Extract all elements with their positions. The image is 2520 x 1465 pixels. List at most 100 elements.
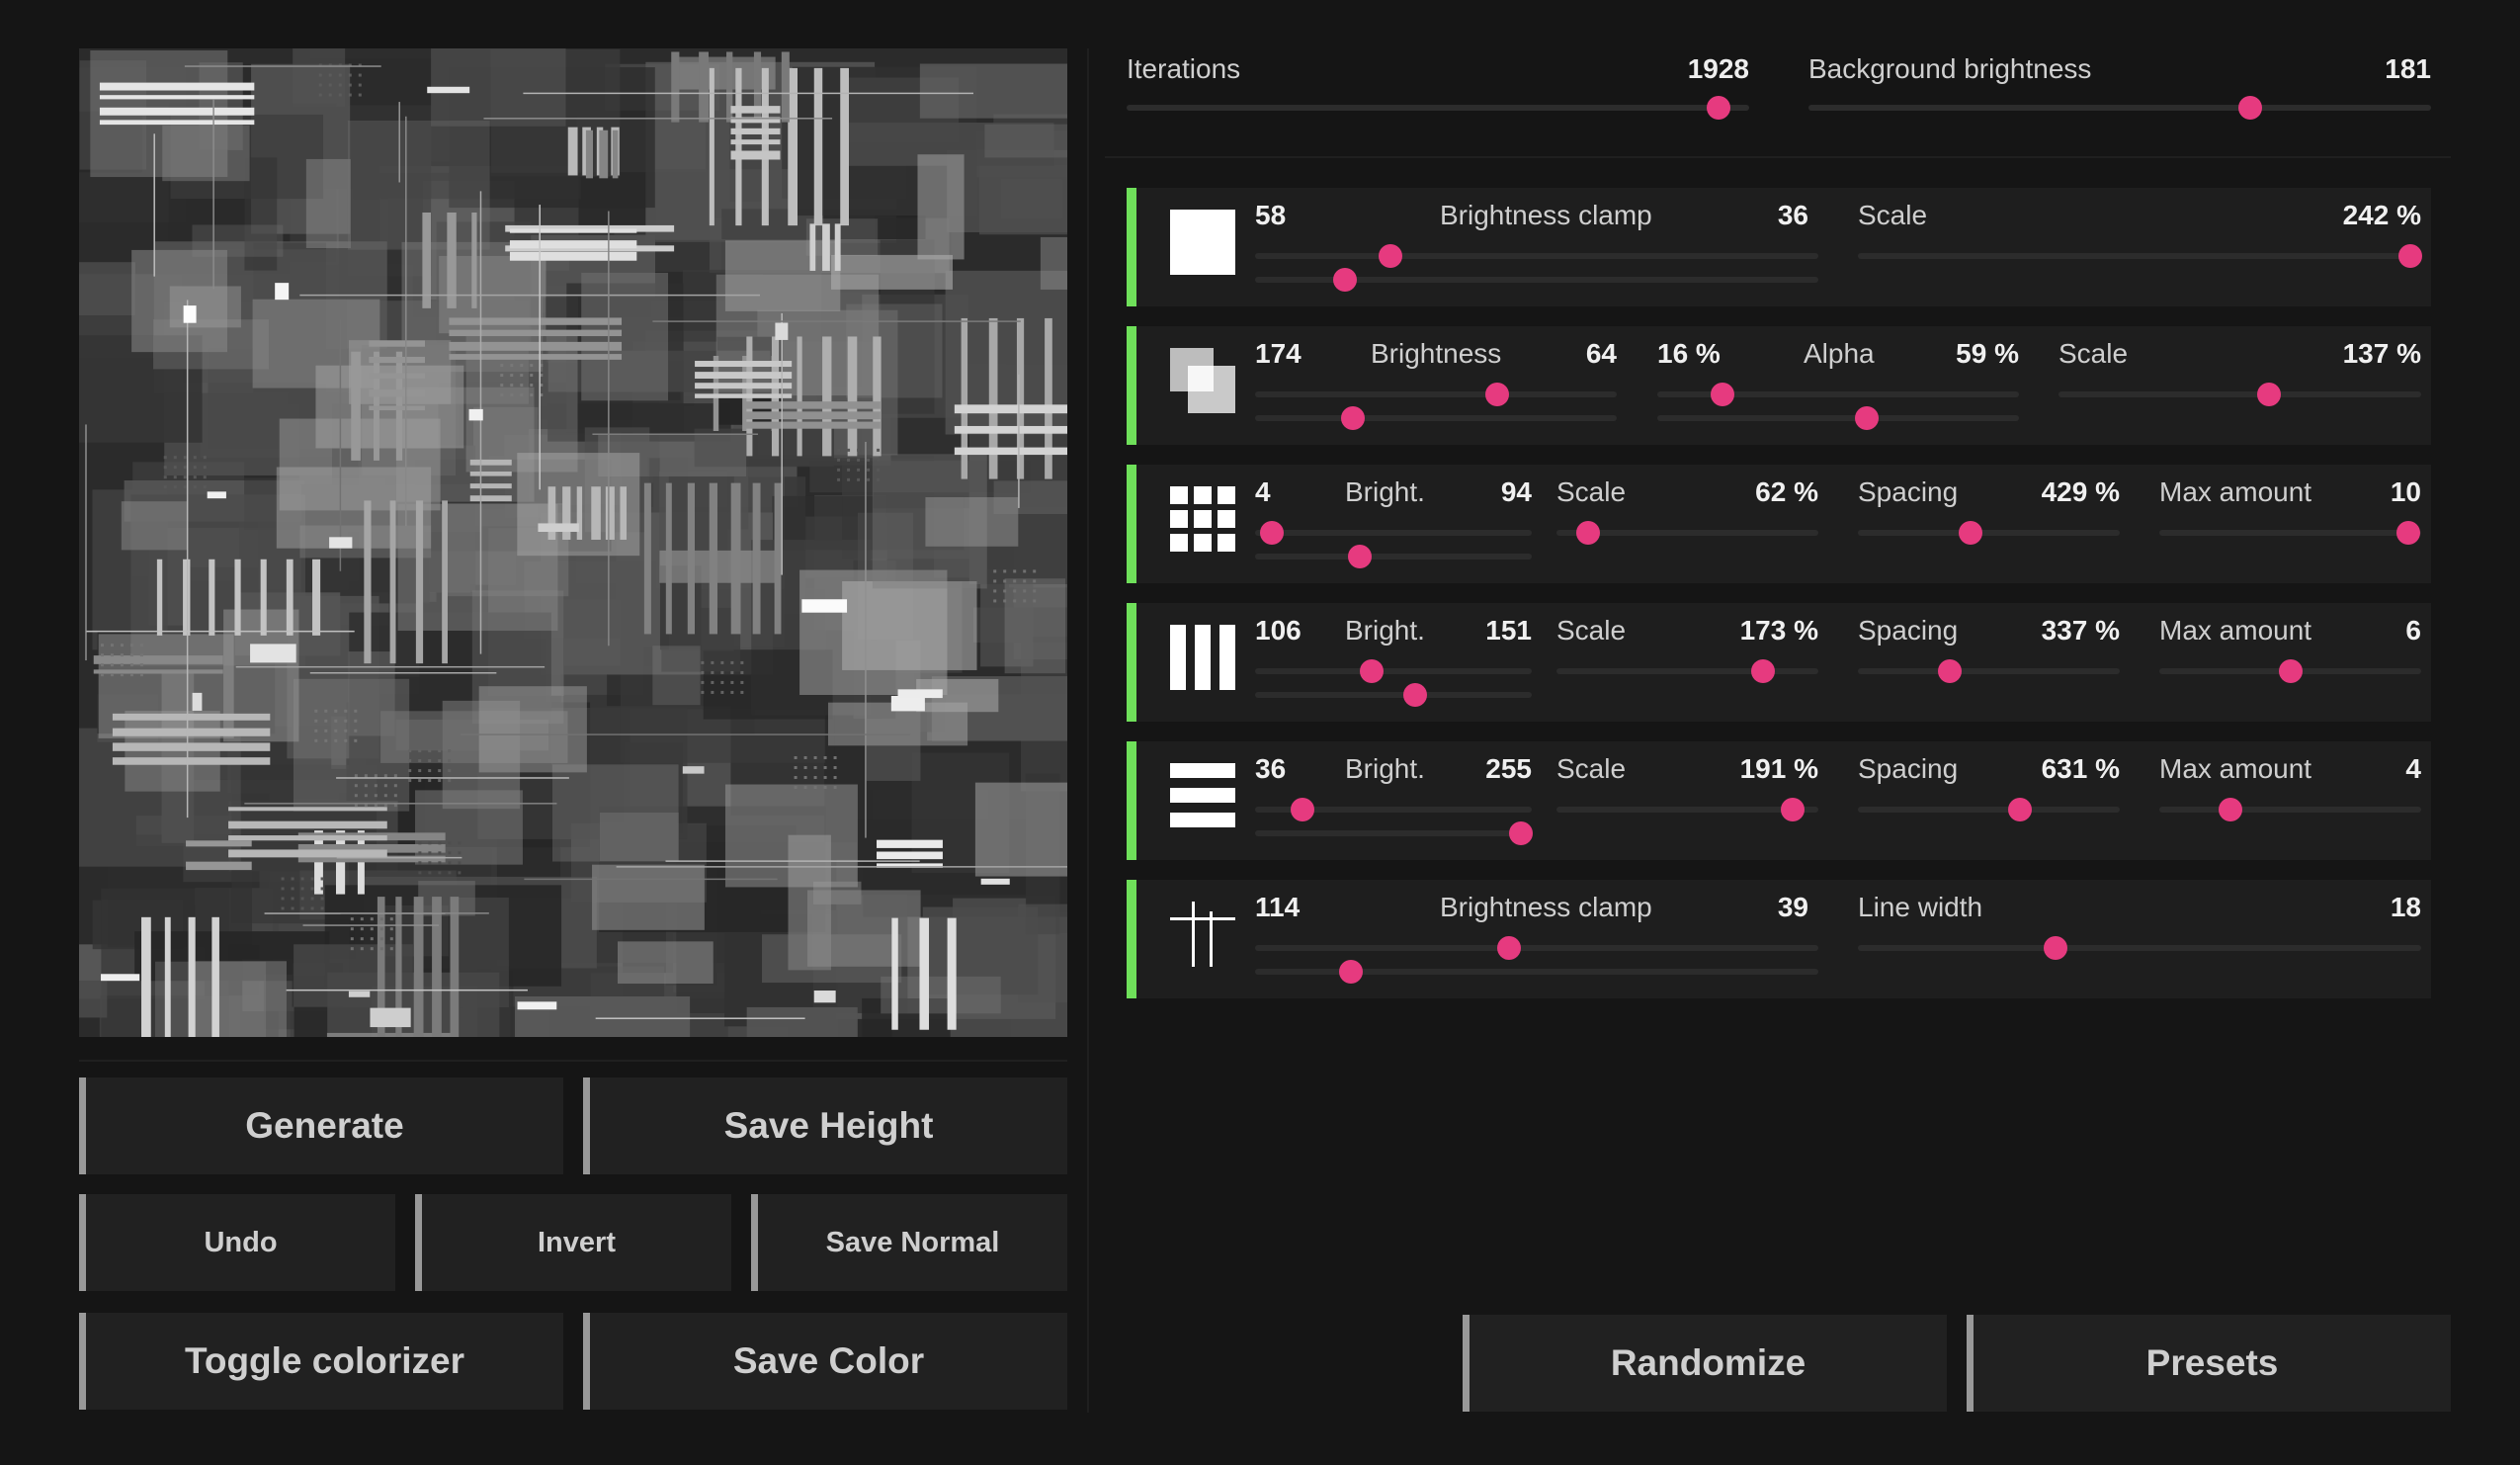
invert-button[interactable]: Invert: [415, 1194, 731, 1291]
layer-row-dot-grid: 4 Bright. 94 Scale 62 % Spacing 429 % Ma…: [1127, 465, 2431, 583]
horizontal-bars-scale-value: 191 %: [1739, 753, 1818, 784]
transparent-count-slider[interactable]: [1255, 406, 1617, 430]
dot-grid-count-slider-knob[interactable]: [1348, 545, 1373, 568]
dot-grid-brightness-label: Bright.: [1345, 476, 1425, 507]
dot-grid-scale-slider[interactable]: [1556, 521, 1818, 545]
transparent-brightness-slider-knob[interactable]: [1485, 383, 1510, 406]
horizontal-bars-scale-slider-knob[interactable]: [1780, 798, 1805, 821]
transparent-alpha-min-slider[interactable]: [1657, 383, 2019, 406]
dot-grid-count-slider[interactable]: [1255, 545, 1532, 568]
dot-grid-brightness-slider[interactable]: [1255, 521, 1532, 545]
lines-count-slider[interactable]: [1255, 960, 1818, 984]
lines-line-width-slider-knob[interactable]: [2043, 936, 2067, 960]
vertical-bars-max-amount-slider-knob[interactable]: [2278, 659, 2303, 683]
transparent-brightness-value: 64: [1585, 338, 1617, 369]
rectangles-brightness-slider-knob[interactable]: [1378, 244, 1402, 268]
transparent-alpha-slider-knob[interactable]: [1855, 406, 1880, 430]
background-brightness-slider[interactable]: [1808, 96, 2431, 120]
toggle-colorizer-button[interactable]: Toggle colorizer: [79, 1313, 563, 1410]
randomize-button[interactable]: Randomize: [1463, 1315, 1947, 1412]
lines-line-width-slider[interactable]: [1858, 936, 2421, 960]
vertical-bars-brightness-slider-knob[interactable]: [1359, 659, 1384, 683]
horizontal-bars-max-amount-slider[interactable]: [2159, 798, 2421, 821]
horizontal-bars-max-amount-value: 4: [2405, 753, 2421, 784]
rectangles-brightness-slider[interactable]: [1255, 244, 1818, 268]
dot-grid-spacing-value: 429 %: [2041, 476, 2120, 507]
filled-square-icon: [1170, 210, 1235, 275]
vertical-bars-count-slider-knob[interactable]: [1403, 683, 1428, 707]
horizontal-bars-count-slider[interactable]: [1255, 821, 1533, 845]
lines-brightness-label: Brightness clamp: [1440, 892, 1652, 922]
rectangles-scale-label: Scale: [1858, 200, 1928, 230]
vertical-bars-count-value: 106: [1255, 615, 1302, 646]
rectangles-scale-value: 242 %: [2342, 200, 2421, 230]
transparent-scale-slider[interactable]: [2058, 383, 2421, 406]
transparent-scale-label: Scale: [2058, 338, 2129, 369]
rectangles-brightness-label: Brightness clamp: [1440, 200, 1652, 230]
vertical-bars-scale-value: 173 %: [1739, 615, 1818, 646]
vertical-bars-icon: [1170, 625, 1235, 690]
vertical-bars-max-amount-value: 6: [2405, 615, 2421, 646]
dot-grid-max-amount-slider-knob[interactable]: [2395, 521, 2420, 545]
horizontal-bars-scale-slider[interactable]: [1556, 798, 1818, 821]
transparent-count-value: 174: [1255, 338, 1302, 369]
lines-brightness-slider[interactable]: [1255, 936, 1818, 960]
lines-count-slider-knob[interactable]: [1338, 960, 1363, 984]
lines-line-width-label: Line width: [1858, 892, 1983, 922]
iterations-label: Iterations: [1127, 53, 1241, 84]
dot-grid-scale-slider-knob[interactable]: [1575, 521, 1600, 545]
transparent-scale-slider-knob[interactable]: [2256, 383, 2281, 406]
dot-grid-spacing-slider-knob[interactable]: [1958, 521, 1982, 545]
horizontal-bars-spacing-slider-knob[interactable]: [2008, 798, 2033, 821]
vertical-bars-count-slider[interactable]: [1255, 683, 1532, 707]
transparent-count-slider-knob[interactable]: [1340, 406, 1365, 430]
horizontal-bars-brightness-slider-knob[interactable]: [1290, 798, 1314, 821]
save-color-button[interactable]: Save Color: [583, 1313, 1067, 1410]
transparent-alpha-min-slider-knob[interactable]: [1710, 383, 1734, 406]
dot-grid-max-amount-value: 10: [2390, 476, 2421, 507]
vertical-bars-scale-slider-knob[interactable]: [1751, 659, 1776, 683]
lines-brightness-slider-knob[interactable]: [1496, 936, 1521, 960]
undo-button[interactable]: Undo: [79, 1194, 395, 1291]
vertical-bars-brightness-value: 151: [1485, 615, 1532, 646]
vertical-bars-scale-slider[interactable]: [1556, 659, 1818, 683]
rectangles-brightness-value: 36: [1777, 200, 1808, 230]
rectangles-scale-slider[interactable]: [1858, 244, 2422, 268]
background-brightness-slider-knob[interactable]: [2238, 96, 2263, 120]
layer-row-transparent-rectangles: 174 Brightness 64 16 % Alpha 59 % Scale …: [1127, 326, 2431, 445]
dot-grid-brightness-slider-knob[interactable]: [1259, 521, 1284, 545]
save-height-button[interactable]: Save Height: [583, 1077, 1067, 1174]
horizontal-bars-icon: [1170, 763, 1235, 827]
vertical-bars-brightness-slider[interactable]: [1255, 659, 1532, 683]
transparent-alpha-slider[interactable]: [1657, 406, 2019, 430]
panel-divider: [1087, 48, 1089, 1413]
iterations-slider[interactable]: [1127, 96, 1749, 120]
transparent-brightness-slider[interactable]: [1255, 383, 1617, 406]
horizontal-bars-max-amount-slider-knob[interactable]: [2218, 798, 2242, 821]
rectangles-scale-slider-knob[interactable]: [2397, 244, 2422, 268]
iterations-value: 1928: [1687, 53, 1749, 84]
horizontal-bars-spacing-slider[interactable]: [1858, 798, 2120, 821]
dot-grid-spacing-slider[interactable]: [1858, 521, 2120, 545]
layer-row-rectangles: 58 Brightness clamp 36 Scale 242 %: [1127, 188, 2431, 306]
layer-row-lines: 114 Brightness clamp 39 Line width 18: [1127, 880, 2431, 998]
vertical-bars-spacing-slider-knob[interactable]: [1937, 659, 1962, 683]
horizontal-bars-max-amount-label: Max amount: [2159, 753, 2312, 784]
presets-button[interactable]: Presets: [1967, 1315, 2451, 1412]
horizontal-bars-scale-label: Scale: [1556, 753, 1627, 784]
vertical-bars-max-amount-slider[interactable]: [2159, 659, 2421, 683]
vertical-bars-spacing-slider[interactable]: [1858, 659, 2120, 683]
rectangles-count-slider-knob[interactable]: [1333, 268, 1358, 292]
horizontal-bars-count-slider-knob[interactable]: [1508, 821, 1533, 845]
lines-brightness-value: 39: [1777, 892, 1808, 922]
rectangles-count-slider[interactable]: [1255, 268, 1818, 292]
generate-button[interactable]: Generate: [79, 1077, 563, 1174]
save-normal-button[interactable]: Save Normal: [751, 1194, 1067, 1291]
iterations-slider-knob[interactable]: [1706, 96, 1730, 120]
dot-grid-max-amount-slider[interactable]: [2159, 521, 2421, 545]
horizontal-bars-spacing-value: 631 %: [2041, 753, 2120, 784]
dot-grid-scale-label: Scale: [1556, 476, 1627, 507]
dot-grid-max-amount-label: Max amount: [2159, 476, 2312, 507]
horizontal-bars-brightness-slider[interactable]: [1255, 798, 1532, 821]
crossed-lines-icon: [1170, 902, 1235, 967]
